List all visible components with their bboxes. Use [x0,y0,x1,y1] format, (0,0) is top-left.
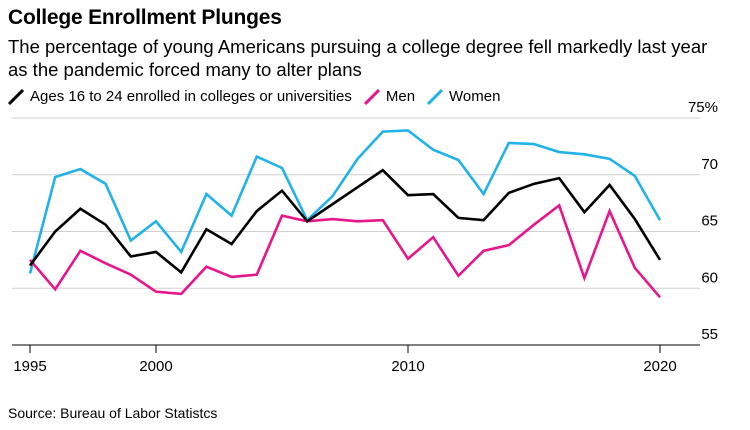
legend-item-women: Women [427,88,500,105]
series-line-men [29,203,661,299]
x-axis-ticks: 1995 2000 2010 2020 [13,345,677,375]
y-tick-label: 60 [701,269,718,286]
legend-swatch-men [363,88,380,105]
series-line-total [28,168,662,275]
chart-subtitle: The percentage of young Americans pursui… [8,36,708,80]
legend-label-women: Women [449,88,501,105]
legend-label-men: Men [385,88,416,105]
gridlines [12,117,700,346]
legend-item-total: Ages 16 to 24 enrolled in colleges or un… [8,88,352,105]
legend-swatch-women [427,88,444,105]
x-tick-label: 1995 [13,358,46,375]
legend-item-men: Men [363,88,416,105]
x-tick-label: 2000 [139,358,172,375]
legend-swatch-total [8,88,24,105]
x-tick-label: 2010 [391,358,424,375]
y-axis-ticks: 75% 70 65 60 55 [688,99,718,343]
chart-legend: Ages 16 to 24 enrolled in colleges or un… [8,88,512,105]
y-tick-label: 75% [688,99,718,116]
series-line-women [28,129,662,274]
y-tick-label: 65 [701,213,718,230]
x-tick-label: 2020 [643,358,676,375]
source-note: Source: Bureau of Labor Statistcs [8,405,218,421]
y-tick-label: 70 [701,156,718,173]
y-tick-label: 55 [701,326,718,343]
series-lines [28,129,662,299]
chart-title: College Enrollment Plunges [8,6,282,29]
legend-label-total: Ages 16 to 24 enrolled in colleges or un… [30,88,352,105]
